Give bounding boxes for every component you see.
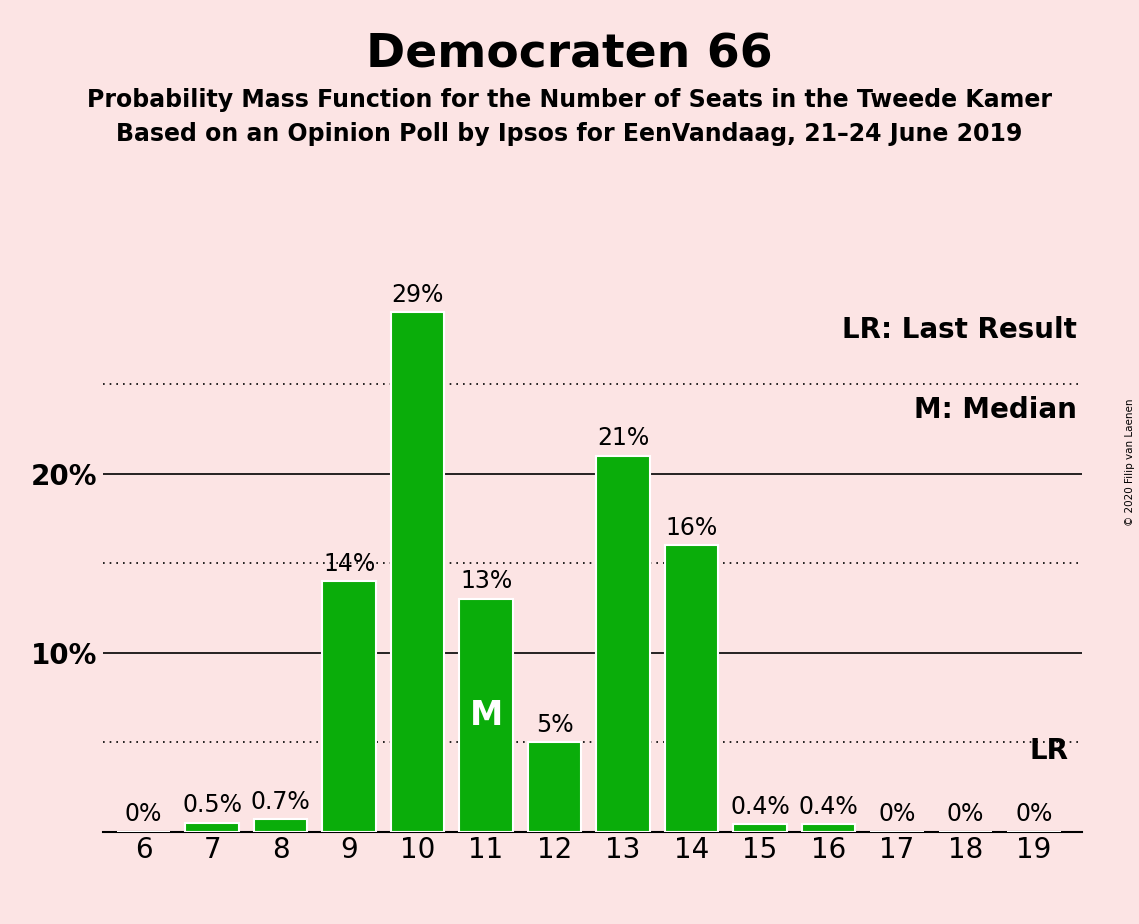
- Text: 21%: 21%: [597, 426, 649, 450]
- Text: 0.4%: 0.4%: [798, 795, 859, 819]
- Bar: [459, 599, 513, 832]
- Bar: [391, 312, 444, 832]
- Bar: [802, 824, 855, 832]
- Text: 13%: 13%: [460, 569, 513, 593]
- Text: 0.7%: 0.7%: [251, 790, 311, 814]
- Bar: [734, 824, 787, 832]
- Text: M: Median: M: Median: [915, 396, 1077, 424]
- Text: Based on an Opinion Poll by Ipsos for EenVandaag, 21–24 June 2019: Based on an Opinion Poll by Ipsos for Ee…: [116, 122, 1023, 146]
- Bar: [322, 581, 376, 832]
- Text: © 2020 Filip van Laenen: © 2020 Filip van Laenen: [1125, 398, 1134, 526]
- Text: 0.4%: 0.4%: [730, 795, 790, 819]
- Text: LR: Last Result: LR: Last Result: [842, 316, 1077, 344]
- Text: 0%: 0%: [1015, 802, 1052, 826]
- Text: M: M: [469, 699, 502, 732]
- Text: 0%: 0%: [125, 802, 162, 826]
- Bar: [254, 819, 308, 832]
- Text: Probability Mass Function for the Number of Seats in the Tweede Kamer: Probability Mass Function for the Number…: [87, 88, 1052, 112]
- Text: 0.5%: 0.5%: [182, 794, 243, 817]
- Bar: [186, 822, 239, 832]
- Text: 0%: 0%: [878, 802, 916, 826]
- Bar: [665, 545, 719, 832]
- Text: 14%: 14%: [323, 552, 375, 576]
- Text: 29%: 29%: [392, 283, 444, 307]
- Text: 16%: 16%: [665, 516, 718, 540]
- Text: Democraten 66: Democraten 66: [366, 32, 773, 78]
- Text: LR: LR: [1030, 737, 1068, 765]
- Bar: [527, 742, 581, 832]
- Text: 5%: 5%: [535, 712, 573, 736]
- Text: 0%: 0%: [947, 802, 984, 826]
- Bar: [597, 456, 650, 832]
